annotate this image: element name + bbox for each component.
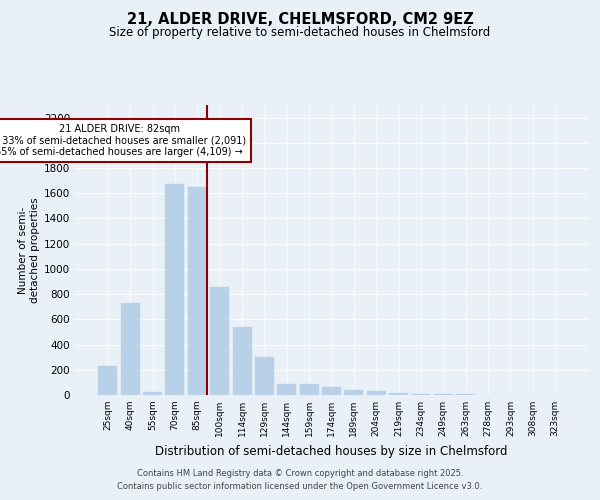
Bar [143, 392, 162, 395]
Bar [255, 357, 274, 395]
Text: Contains public sector information licensed under the Open Government Licence v3: Contains public sector information licen… [118, 482, 482, 491]
Bar [166, 184, 184, 395]
Bar [121, 303, 140, 395]
Bar [367, 392, 386, 395]
Text: Size of property relative to semi-detached houses in Chelmsford: Size of property relative to semi-detach… [109, 26, 491, 39]
Bar [344, 390, 364, 395]
Bar [188, 187, 207, 395]
Bar [277, 384, 296, 395]
X-axis label: Distribution of semi-detached houses by size in Chelmsford: Distribution of semi-detached houses by … [155, 444, 508, 458]
Bar [210, 286, 229, 395]
Bar [434, 394, 453, 395]
Text: Contains HM Land Registry data © Crown copyright and database right 2025.: Contains HM Land Registry data © Crown c… [137, 468, 463, 477]
Text: 21, ALDER DRIVE, CHELMSFORD, CM2 9EZ: 21, ALDER DRIVE, CHELMSFORD, CM2 9EZ [127, 12, 473, 28]
Bar [389, 394, 408, 395]
Bar [98, 366, 118, 395]
Bar [233, 327, 251, 395]
Bar [412, 394, 430, 395]
Bar [299, 384, 319, 395]
Bar [456, 394, 475, 395]
Bar [322, 387, 341, 395]
Y-axis label: Number of semi-
detached properties: Number of semi- detached properties [18, 197, 40, 303]
Text: 21 ALDER DRIVE: 82sqm
← 33% of semi-detached houses are smaller (2,091)
65% of s: 21 ALDER DRIVE: 82sqm ← 33% of semi-deta… [0, 124, 247, 157]
